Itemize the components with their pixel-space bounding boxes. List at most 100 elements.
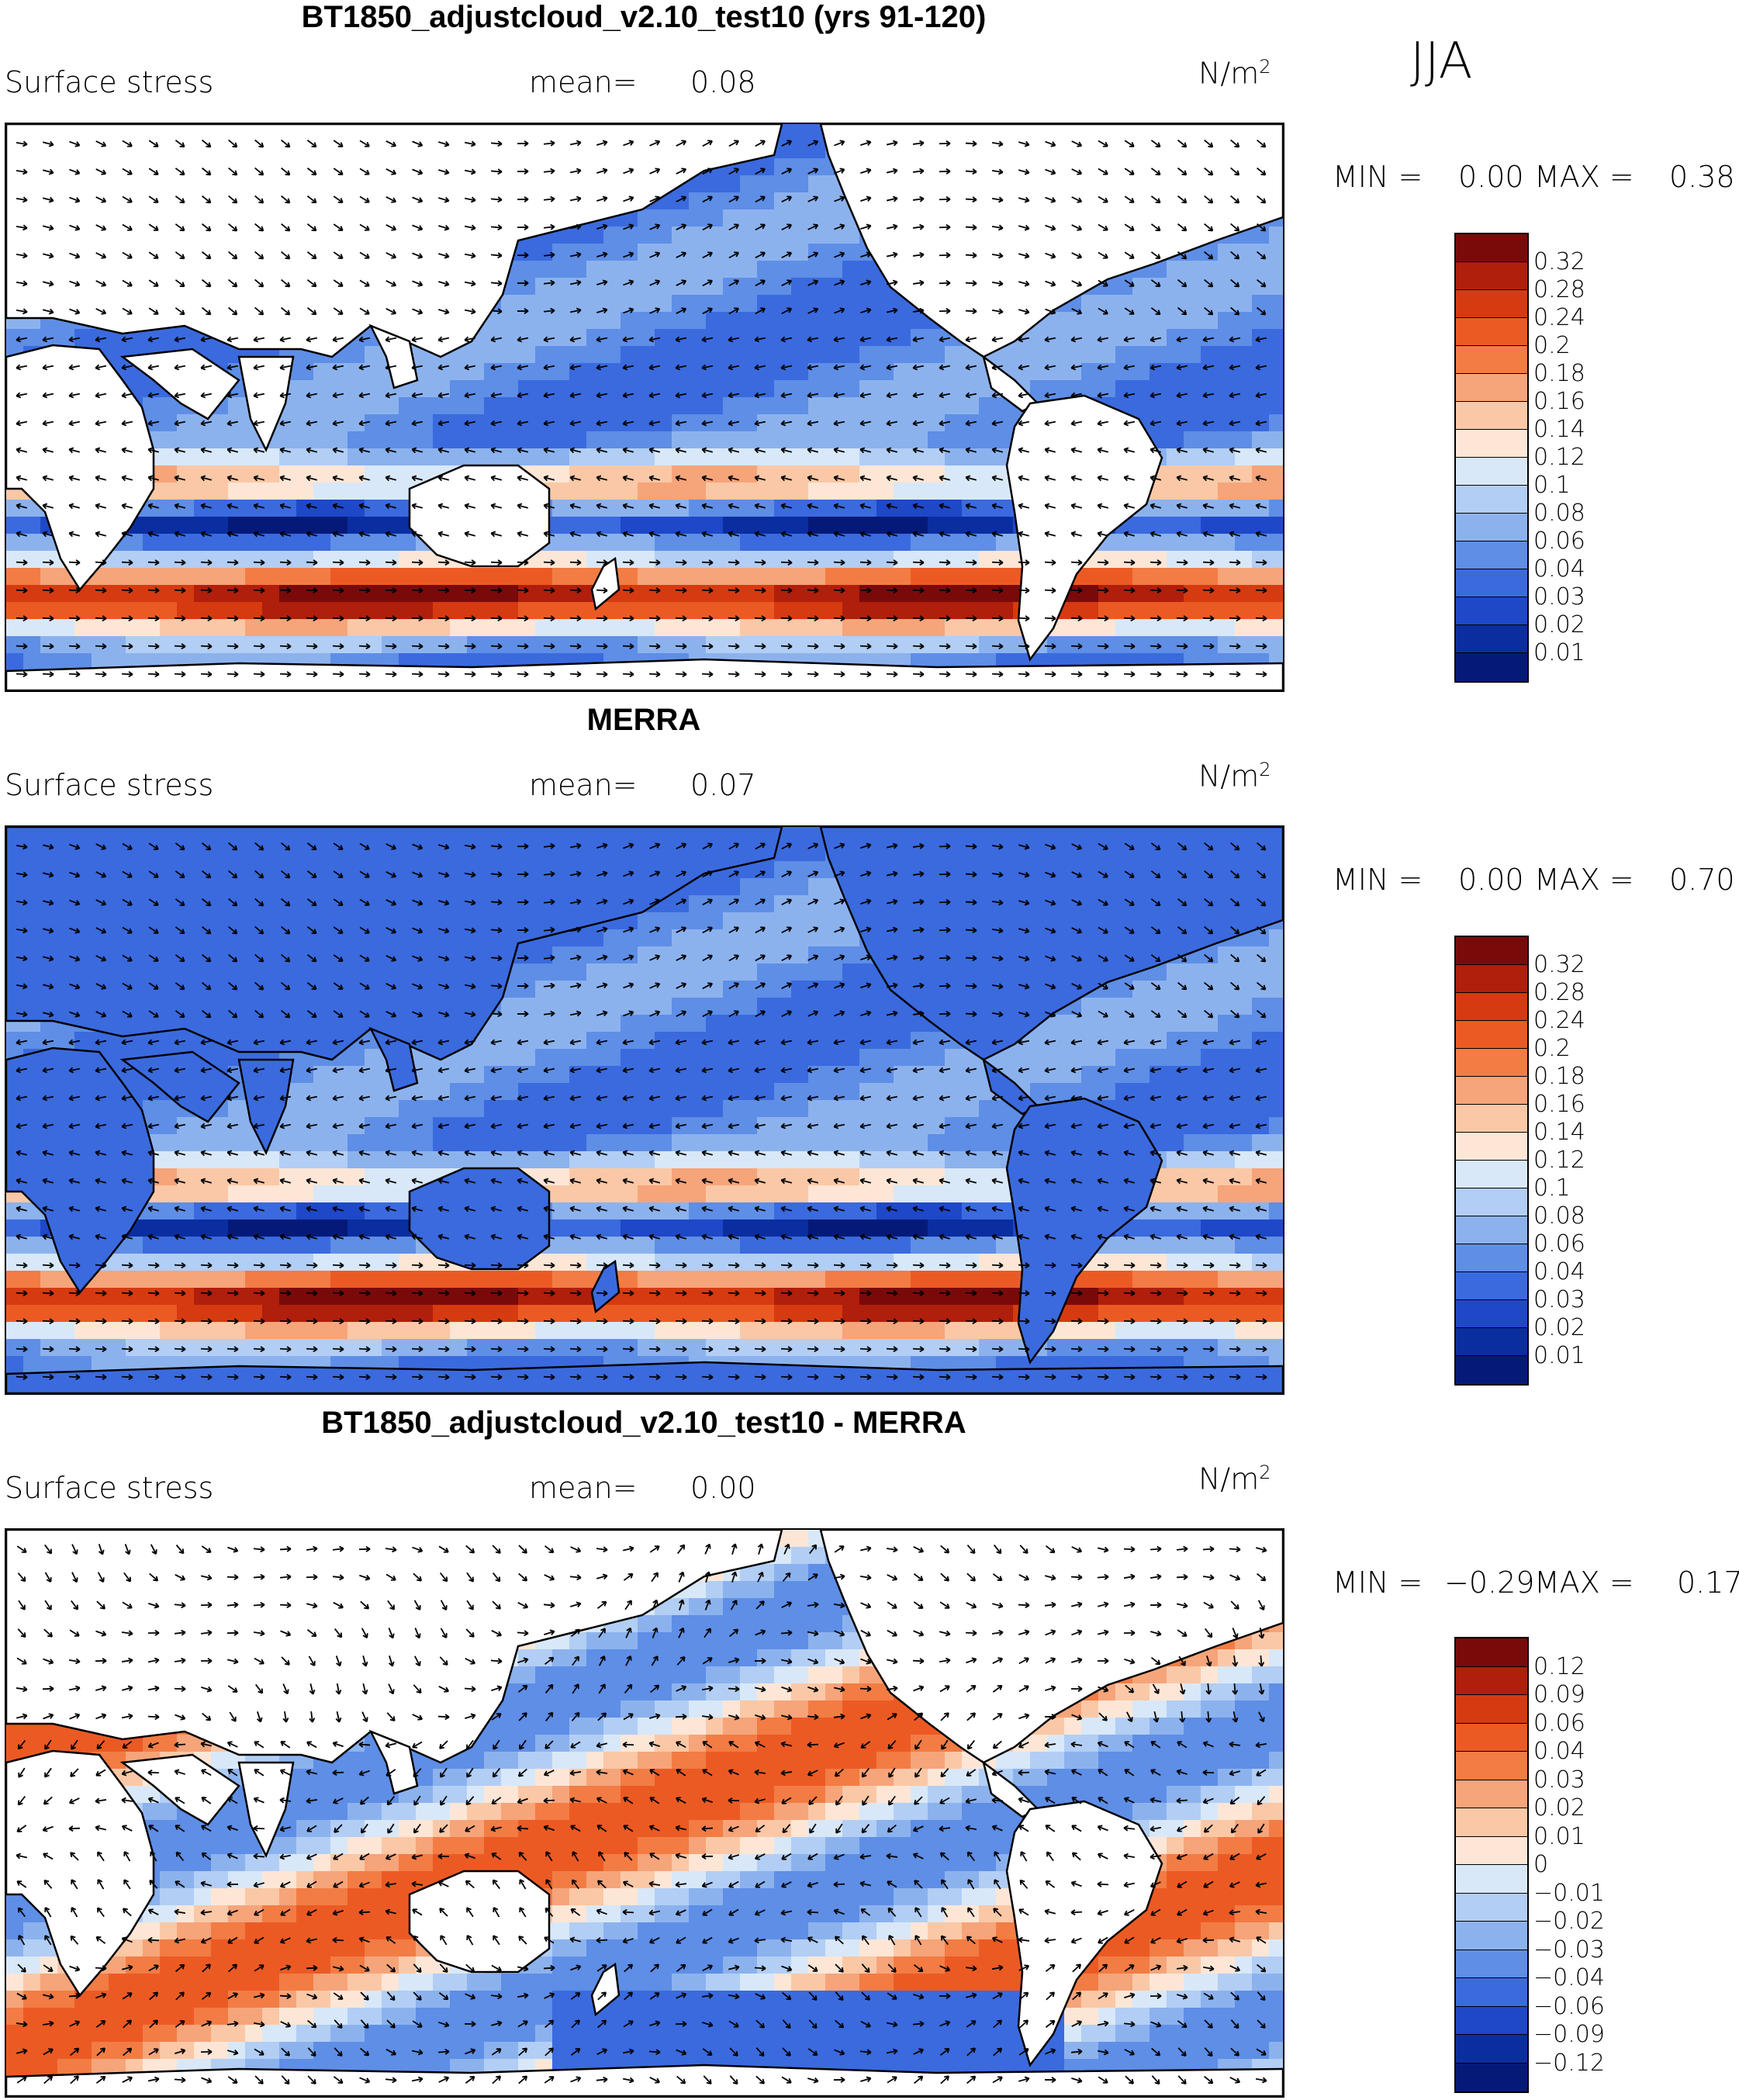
- colorbar-bin: −0.02: [1456, 1893, 1605, 1935]
- panel-2-mean-label: mean=: [529, 768, 638, 802]
- panel-1-mean-label: mean=: [529, 65, 638, 99]
- colorbar-tick-label: 0.28: [1533, 979, 1585, 1006]
- colorbar-tick-label: 0.01: [1533, 1342, 1585, 1369]
- colorbar-tick-label: 0.2: [1533, 1035, 1571, 1062]
- colorbar-bin: −0.01: [1456, 1865, 1605, 1907]
- colorbar-bin: 0.28: [1456, 965, 1585, 1006]
- panel-3-max-label: MAX =: [1534, 1565, 1634, 1600]
- panel-2-units: N/m2: [1198, 759, 1271, 794]
- colorbar-bin: 0.18: [1456, 346, 1585, 387]
- colorbar-bin: 0.2: [1456, 318, 1571, 359]
- colorbar-bin: 0.24: [1456, 993, 1585, 1034]
- colorbar-tick-label: 0: [1533, 1851, 1549, 1878]
- colorbar-bin: 0.04: [1456, 1244, 1585, 1285]
- colorbar-bin: 0.24: [1456, 290, 1585, 331]
- colorbar-bin: 0.1: [1456, 1161, 1571, 1202]
- panel-2-max-value: 0.70: [1669, 863, 1735, 897]
- colorbar-tick-label: 0.04: [1533, 1258, 1585, 1285]
- panel-2-title: MERRA: [586, 703, 701, 737]
- panel-2-mean-value: 0.07: [690, 768, 756, 802]
- colorbar-bin: 0.03: [1456, 1752, 1585, 1794]
- colorbar-tick-label: 0.03: [1533, 583, 1585, 611]
- colorbar-bin: [1456, 1356, 1527, 1384]
- colorbar-tick-label: 0.06: [1533, 1709, 1585, 1737]
- panel-2-min-label: MIN =: [1333, 863, 1423, 897]
- colorbar-bin: 0.04: [1456, 541, 1585, 583]
- colorbar-tick-label: 0.12: [1533, 1147, 1585, 1174]
- colorbar-tick-label: 0.1: [1533, 472, 1571, 499]
- colorbar-bin: −0.06: [1456, 1978, 1605, 2020]
- colorbar-tick-label: 0.24: [1533, 304, 1585, 331]
- panel-3-min-label: MIN =: [1333, 1565, 1423, 1600]
- colorbar-bin: 0.01: [1456, 625, 1585, 666]
- colorbar-bin: 0.04: [1456, 1723, 1585, 1765]
- colorbar-bin: 0.12: [1456, 1638, 1585, 1680]
- colorbar-tick-label: 0.09: [1533, 1681, 1585, 1708]
- panel-3-variable: Surface stress: [5, 1471, 214, 1505]
- colorbar-tick-label: −0.04: [1533, 1964, 1605, 1991]
- colorbar-bin: 0.08: [1456, 1188, 1585, 1230]
- colorbar-bin: 0.02: [1456, 597, 1585, 638]
- panel-1-max-label: MAX =: [1534, 160, 1634, 194]
- colorbar-tick-label: 0.14: [1533, 416, 1585, 443]
- panel-3-map: [5, 1528, 1284, 2098]
- colorbar-tick-label: 0.1: [1533, 1175, 1571, 1202]
- colorbar-tick-label: −0.01: [1533, 1879, 1605, 1907]
- panel-2-max-label: MAX =: [1534, 863, 1634, 897]
- colorbar-tick-label: 0.03: [1533, 1286, 1585, 1313]
- colorbar-bin: [1456, 2063, 1527, 2091]
- colorbar-bin: −0.04: [1456, 1950, 1605, 1991]
- colorbar-bin: 0.09: [1456, 1666, 1585, 1708]
- colorbar-tick-label: 0.02: [1533, 611, 1585, 638]
- colorbar-bin: −0.09: [1456, 2006, 1605, 2048]
- colorbar-bin: 0.02: [1456, 1780, 1585, 1821]
- colorbar-bin: 0.1: [1456, 458, 1571, 499]
- colorbar-bin: 0.28: [1456, 262, 1585, 303]
- colorbar-tick-label: 0.08: [1533, 1202, 1585, 1230]
- colorbar-bin: 0.16: [1456, 1077, 1585, 1118]
- panel-1-variable: Surface stress: [5, 65, 214, 99]
- colorbar-tick-label: 0.06: [1533, 528, 1585, 555]
- colorbar-tick-label: 0.12: [1533, 1652, 1585, 1680]
- colorbar-tick-label: 0.32: [1533, 951, 1585, 978]
- colorbar-tick-label: 0.16: [1533, 388, 1585, 415]
- colorbar-tick-label: −0.02: [1533, 1908, 1605, 1935]
- colorbar-bin: 0.06: [1456, 1216, 1585, 1258]
- colorbar-tick-label: 0.02: [1533, 1794, 1585, 1821]
- colorbar-tick-label: 0.16: [1533, 1091, 1585, 1118]
- panel-3-mean-value: 0.00: [690, 1471, 756, 1505]
- colorbar-tick-label: 0.14: [1533, 1119, 1585, 1146]
- panel-1-title: BT1850_adjustcloud_v2.10_test10 (yrs 91-…: [301, 0, 987, 34]
- colorbar-bin: 0.18: [1456, 1049, 1585, 1090]
- colorbar-tick-label: −0.06: [1533, 1992, 1605, 2020]
- colorbar-bin: 0.32: [1456, 234, 1585, 275]
- colorbar-bin: 0.03: [1456, 1272, 1585, 1313]
- panel-2-variable: Surface stress: [5, 768, 214, 802]
- panel-3-mean-label: mean=: [529, 1471, 638, 1505]
- colorbar-tick-label: −0.09: [1533, 2021, 1605, 2048]
- colorbar-tick-label: 0.04: [1533, 1738, 1585, 1765]
- colorbar-bin: 0: [1456, 1836, 1548, 1878]
- colorbar-tick-label: 0.06: [1533, 1230, 1585, 1258]
- colorbar-bin: 0.12: [1456, 430, 1585, 471]
- colorbar-bin: 0.02: [1456, 1300, 1585, 1341]
- panel-2-colorbar: 0.32 0.28 0.24 0.2 0.18 0.16 0.14 0.12 0.1 0.08 0.…: [1454, 936, 1585, 1386]
- panel-3-units: N/m2: [1198, 1462, 1271, 1496]
- colorbar-bin: 0.14: [1456, 402, 1585, 443]
- colorbar-bin: 0.2: [1456, 1021, 1571, 1062]
- panel-1-min-value: 0.00: [1458, 160, 1524, 194]
- panel-2-min-value: 0.00: [1458, 863, 1524, 897]
- colorbar-bin: 0.12: [1456, 1133, 1585, 1174]
- colorbar-bin: 0.01: [1456, 1328, 1585, 1369]
- colorbar-bin: 0.16: [1456, 374, 1585, 415]
- panel-2-map: [5, 825, 1284, 1395]
- colorbar-tick-label: 0.32: [1533, 248, 1585, 275]
- colorbar-tick-label: 0.04: [1533, 555, 1585, 583]
- panel-1-min-label: MIN =: [1333, 160, 1423, 194]
- colorbar-bin: −0.12: [1456, 2035, 1605, 2077]
- colorbar-bin: −0.03: [1456, 1922, 1605, 1963]
- colorbar-bin: 0.03: [1456, 569, 1585, 611]
- colorbar-bin: 0.14: [1456, 1105, 1585, 1146]
- colorbar-tick-label: 0.24: [1533, 1007, 1585, 1034]
- colorbar-tick-label: 0.08: [1533, 500, 1585, 527]
